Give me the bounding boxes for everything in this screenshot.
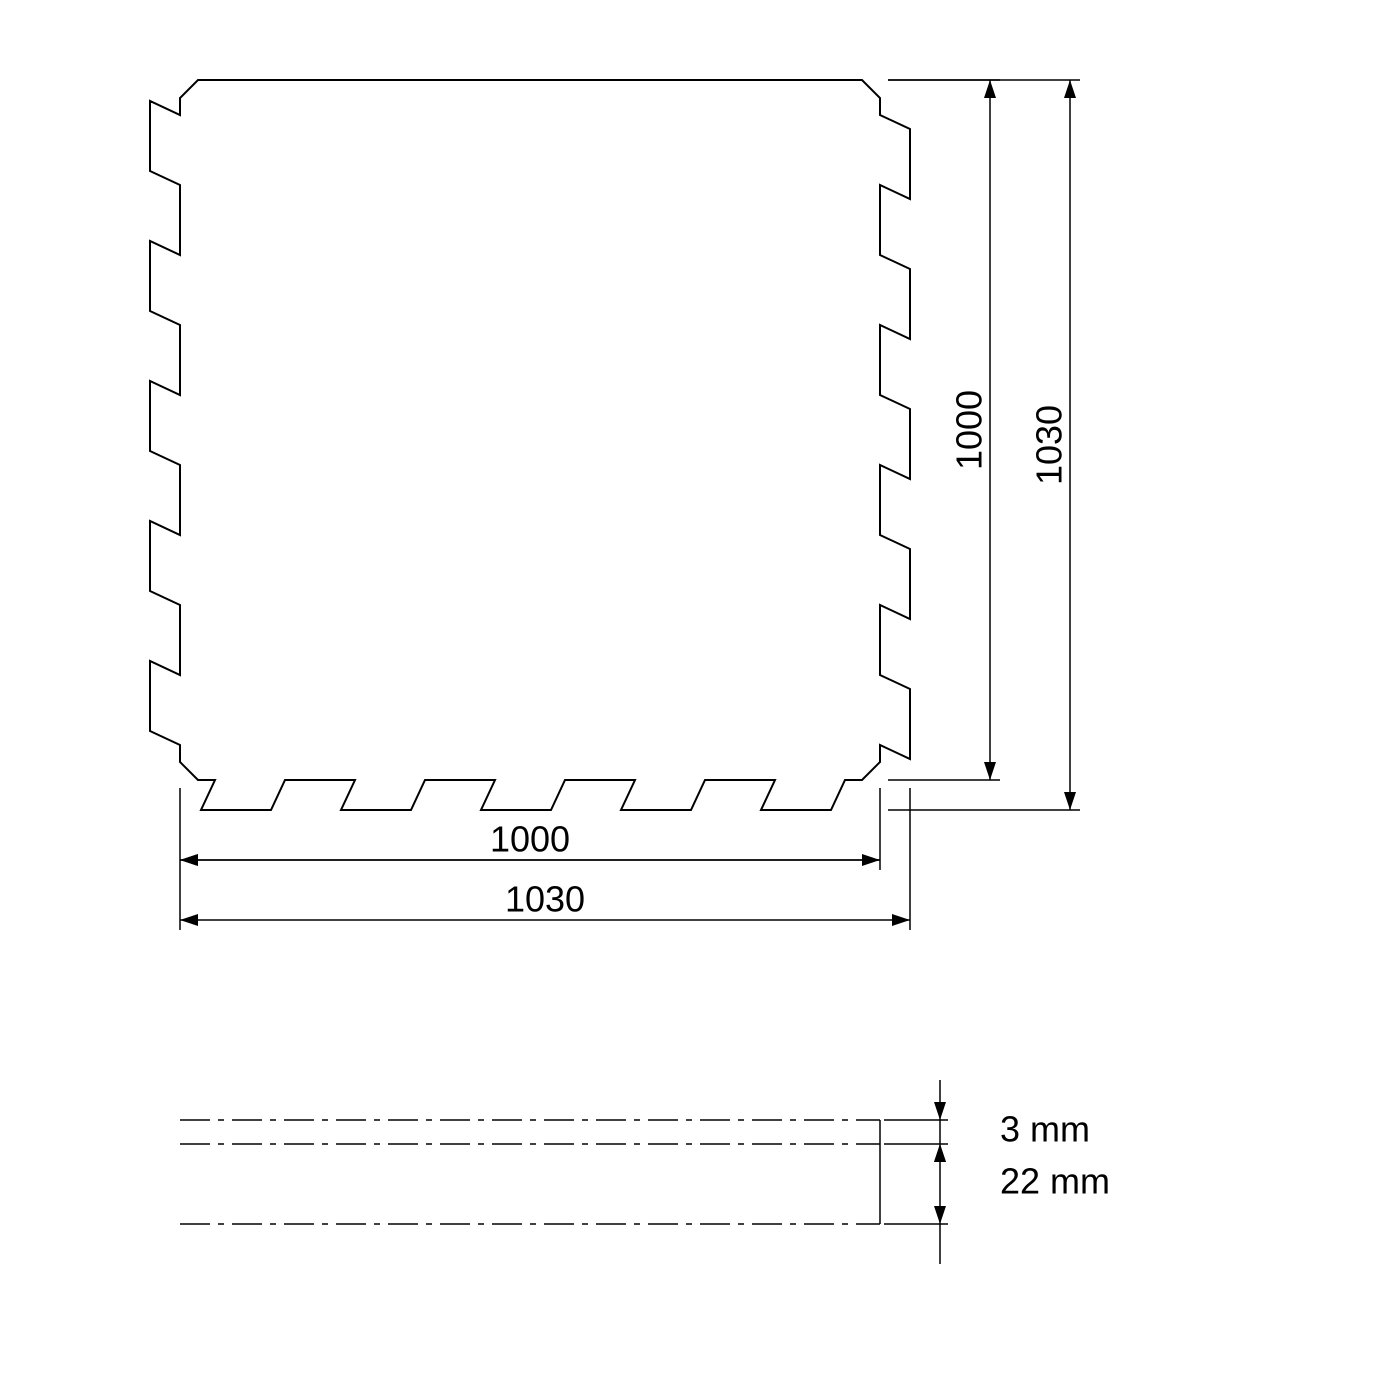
dimension-label: 1000 [490, 819, 570, 860]
dimension-label: 1000 [949, 390, 990, 470]
technical-drawing: 1000 1030 1000 1030 3 mm 22 mm [0, 0, 1400, 1400]
dimension-label: 1030 [505, 879, 585, 920]
section-dim-22mm: 22 mm [1000, 1161, 1110, 1202]
dimension-label: 1030 [1029, 405, 1070, 485]
section-dim-3mm: 3 mm [1000, 1109, 1090, 1150]
